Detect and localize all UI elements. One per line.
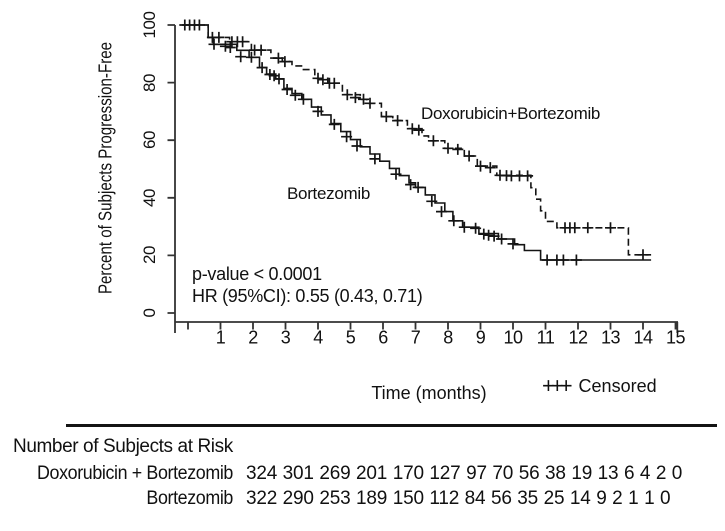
- risk-row-bortezomib: Bortezomib 322 290 253 189 150 112 84 56…: [0, 488, 725, 512]
- risk-table-divider: [66, 424, 717, 427]
- risk-row-doxorubicin-bortezomib: Doxorubicin + Bortezomib 324 301 269 201…: [0, 463, 725, 487]
- x-tick-label: 2: [248, 327, 258, 348]
- km-curve-bortezomib: [182, 24, 652, 261]
- censored-legend-label: Censored: [578, 375, 657, 396]
- y-tick-label: 80: [140, 73, 159, 92]
- risk-row-counts: 322 290 253 189 150 112 84 56 35 25 14 9…: [246, 488, 671, 509]
- km-curve-doxorubicin-bortezomib: [182, 24, 652, 256]
- plot-axes: [167, 24, 679, 333]
- x-tick-label: 12: [568, 327, 588, 348]
- risk-row-counts: 324 301 269 201 170 127 97 70 56 38 19 1…: [246, 463, 683, 484]
- hazard-ratio-annotation: HR (95%CI): 0.55 (0.43, 0.71): [192, 286, 423, 306]
- x-tick-label: 8: [443, 327, 453, 348]
- x-axis-title: Time (months): [371, 383, 487, 403]
- censored-plus-icon: +++: [542, 373, 572, 398]
- x-tick-label: 7: [410, 327, 421, 348]
- y-tick-label: 40: [140, 188, 159, 207]
- x-tick-label: 13: [600, 327, 621, 348]
- x-tick-label: 3: [280, 327, 291, 348]
- risk-table-title: Number of Subjects at Risk: [13, 436, 233, 457]
- x-tick-label: 14: [633, 327, 653, 348]
- x-tick-label: 4: [313, 327, 323, 348]
- x-tick-label: 5: [345, 327, 356, 348]
- curve-label-bortezomib: Bortezomib: [287, 184, 370, 203]
- censored-legend: +++ Censored: [542, 375, 657, 397]
- x-tick-label: 11: [536, 327, 555, 348]
- x-tick-label: 10: [503, 327, 523, 348]
- curve-label-doxorubicin-bortezomib: Doxorubicin+Bortezomib: [421, 104, 601, 123]
- risk-row-label: Doxorubicin + Bortezomib: [37, 463, 233, 484]
- y-tick-label: 0: [140, 308, 159, 318]
- x-tick-label: 9: [475, 327, 486, 348]
- x-tick-label: 1: [215, 327, 226, 348]
- km-plot-canvas: [167, 19, 679, 333]
- y-tick-label: 100: [140, 11, 159, 39]
- risk-row-label: Bortezomib: [146, 488, 233, 509]
- y-tick-label: 20: [140, 246, 159, 265]
- p-value-annotation: p-value < 0.0001: [192, 264, 322, 284]
- x-tick-label: 6: [378, 327, 388, 348]
- x-tick-label: 15: [665, 327, 686, 348]
- y-axis-title: Percent of Subjects Progression-Free: [95, 41, 116, 295]
- censor-marks-bortezomib: [208, 38, 582, 266]
- y-tick-label: 60: [140, 131, 159, 150]
